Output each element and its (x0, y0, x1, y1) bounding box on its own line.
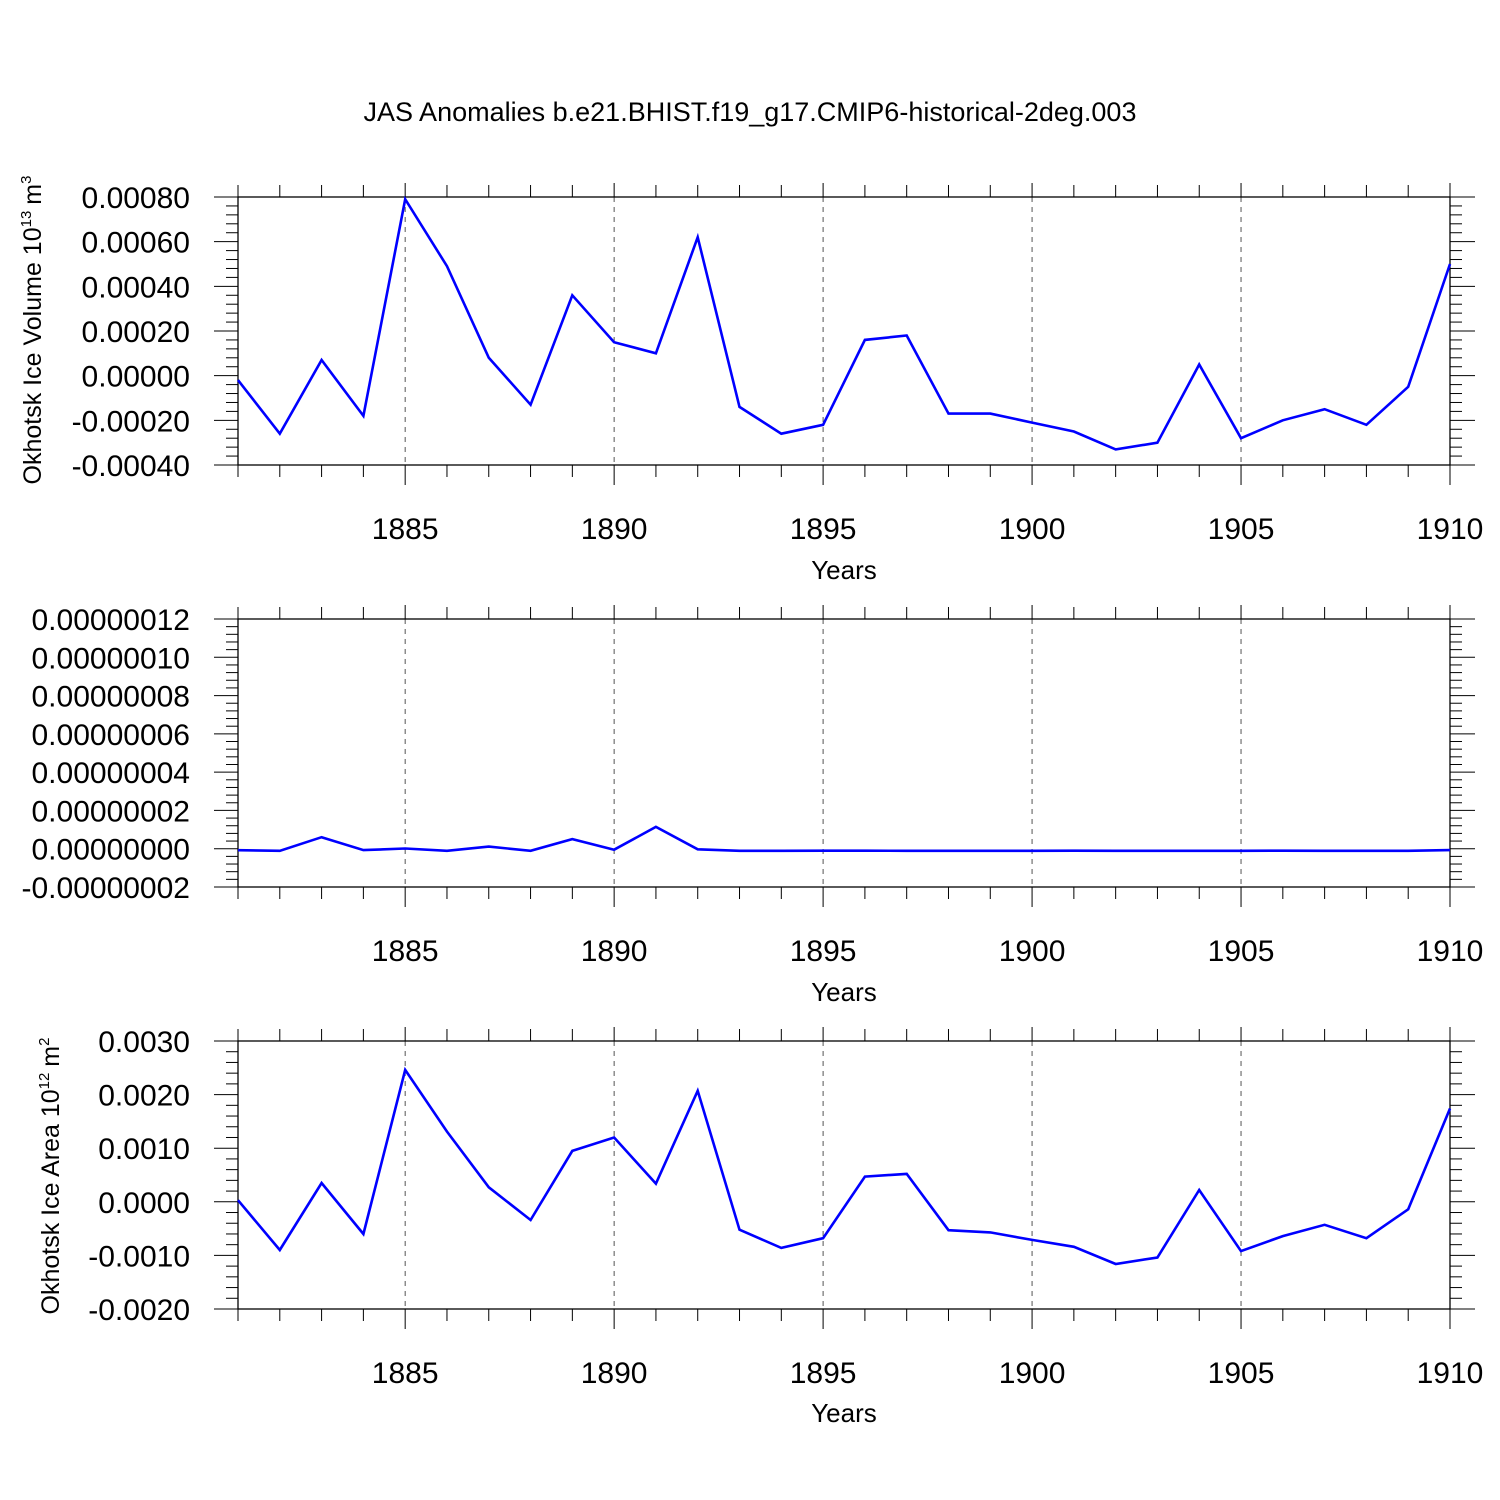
y-axis-label: Okhotsk Ice Area 1012m2 (36, 1038, 65, 1315)
x-tick-label: 1895 (790, 513, 857, 546)
x-tick-label: 1900 (999, 935, 1066, 968)
x-tick-label: 1900 (999, 1357, 1066, 1390)
x-axis-label: Years (811, 1398, 877, 1428)
x-tick-label: 1890 (581, 513, 648, 546)
major-ticks (214, 1027, 1475, 1329)
y-tick-label: -0.00000002 (22, 872, 191, 905)
x-tick-label: 1905 (1208, 513, 1275, 546)
y-tick-label: 0.0000 (98, 1187, 190, 1220)
y-tick-label: 0.00000008 (32, 681, 191, 714)
y-tick-label: 0.00060 (82, 227, 190, 260)
x-tick-label: 1905 (1208, 1357, 1275, 1390)
x-tick-labels: 1885 1890 1895 1900 1905 1910 (372, 513, 1484, 546)
y-tick-label: 0.00000 (82, 361, 190, 394)
y-tick-label: -0.0020 (88, 1294, 190, 1327)
y-tick-label: 0.00000004 (32, 757, 191, 790)
x-tick-label: 1905 (1208, 935, 1275, 968)
y-tick-label: 0.0030 (98, 1026, 190, 1059)
x-tick-label: 1885 (372, 1357, 439, 1390)
x-tick-labels: 1885 1890 1895 1900 1905 1910 (372, 1357, 1484, 1390)
minor-ticks (226, 185, 1462, 477)
grid-lines (404, 619, 1242, 887)
y-tick-label: 0.00000012 (32, 604, 191, 637)
y-tick-label: 0.0010 (98, 1133, 190, 1166)
y-tick-label: 0.00080 (82, 182, 190, 215)
y-tick-label: 0.00020 (82, 316, 190, 349)
y-tick-label: 0.00000002 (32, 795, 191, 828)
plot-frame (237, 618, 1451, 888)
major-ticks (214, 605, 1475, 907)
plot-frame (237, 196, 1451, 466)
y-tick-label: -0.00020 (72, 405, 190, 438)
y-tick-label: 0.00040 (82, 271, 190, 304)
minor-ticks (226, 607, 1462, 899)
y-tick-labels: -0.00000002 0.00000000 0.00000002 0.0000000… (22, 604, 191, 905)
y-tick-label: 0.0020 (98, 1080, 190, 1113)
x-tick-labels: 1885 1890 1895 1900 1905 1910 (372, 935, 1484, 968)
grid-lines (404, 1041, 1242, 1309)
x-axis-label: Years (811, 977, 877, 1007)
middle-series-line (237, 825, 1451, 853)
y-tick-label: -0.00040 (72, 450, 190, 483)
x-tick-label: 1895 (790, 1357, 857, 1390)
chart-title: JAS Anomalies b.e21.BHIST.f19_g17.CMIP6-… (364, 97, 1137, 127)
ice-area-panel: -0.0020 -0.0010 0.0000 0.0010 0.0020 0.0030 1… (36, 1026, 1483, 1428)
x-tick-label: 1890 (581, 935, 648, 968)
ice-volume-line (236, 195, 1452, 451)
x-tick-label: 1910 (1417, 1357, 1484, 1390)
ice-volume-panel: -0.00040 -0.00020 0.00000 0.00020 0.00040 0.0… (18, 176, 1483, 585)
x-tick-label: 1895 (790, 935, 857, 968)
major-ticks (214, 183, 1475, 485)
grid-lines (404, 197, 1242, 465)
x-tick-label: 1885 (372, 513, 439, 546)
ice-area-line (237, 1066, 1452, 1266)
x-tick-label: 1890 (581, 1357, 648, 1390)
x-tick-label: 1910 (1417, 935, 1484, 968)
y-tick-label: 0.00000010 (32, 642, 191, 675)
minor-ticks (226, 1029, 1462, 1321)
y-tick-label: 0.00000006 (32, 719, 191, 752)
x-tick-label: 1910 (1417, 513, 1484, 546)
y-axis-label: Okhotsk Ice Volume 1013m3 (18, 176, 47, 485)
y-tick-label: -0.0010 (88, 1240, 190, 1273)
x-tick-label: 1900 (999, 513, 1066, 546)
y-tick-label: 0.00000000 (32, 834, 191, 867)
y-tick-labels: -0.00040 -0.00020 0.00000 0.00020 0.00040 0.0… (72, 182, 190, 483)
x-tick-label: 1885 (372, 935, 439, 968)
x-axis-label: Years (811, 555, 877, 585)
y-tick-labels: -0.0020 -0.0010 0.0000 0.0010 0.0020 0.0030 (88, 1026, 190, 1327)
middle-panel: -0.00000002 0.00000000 0.00000002 0.0000000… (22, 604, 1484, 1007)
plot-frame (237, 1040, 1451, 1310)
